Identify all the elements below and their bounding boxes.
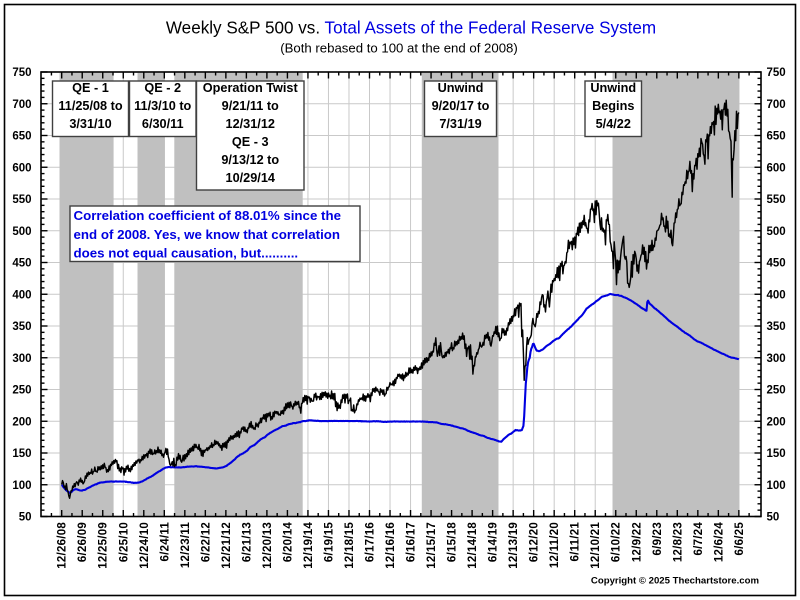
svg-text:200: 200 xyxy=(767,416,786,428)
svg-text:12/31/12: 12/31/12 xyxy=(226,117,275,131)
svg-text:600: 600 xyxy=(767,162,786,174)
svg-text:6/30/11: 6/30/11 xyxy=(142,117,184,131)
svg-text:6/22/12: 6/22/12 xyxy=(200,522,212,562)
svg-text:6/20/14: 6/20/14 xyxy=(282,522,294,562)
svg-text:6/6/25: 6/6/25 xyxy=(734,522,746,556)
svg-text:(Both rebased to 100 at the en: (Both rebased to 100 at the end of 2008) xyxy=(280,41,518,56)
svg-text:700: 700 xyxy=(12,99,31,111)
svg-text:12/13/19: 12/13/19 xyxy=(508,522,520,569)
svg-text:500: 500 xyxy=(12,226,31,238)
svg-text:150: 150 xyxy=(767,448,786,460)
svg-text:300: 300 xyxy=(12,353,31,365)
svg-text:200: 200 xyxy=(12,416,31,428)
svg-text:Operation Twist: Operation Twist xyxy=(203,81,299,95)
svg-text:12/9/22: 12/9/22 xyxy=(631,522,643,562)
svg-text:400: 400 xyxy=(12,289,31,301)
svg-text:Correlation coefficient of 88.: Correlation coefficient of 88.01% since … xyxy=(74,208,342,223)
svg-text:500: 500 xyxy=(767,226,786,238)
svg-text:450: 450 xyxy=(767,258,786,270)
svg-text:12/18/15: 12/18/15 xyxy=(344,522,356,569)
svg-text:QE - 3: QE - 3 xyxy=(232,135,269,149)
svg-text:6/10/22: 6/10/22 xyxy=(611,522,623,562)
svg-text:QE - 2: QE - 2 xyxy=(144,81,181,95)
svg-text:6/19/15: 6/19/15 xyxy=(323,522,335,562)
svg-text:250: 250 xyxy=(767,385,786,397)
svg-text:Weekly S&P 500 vs. Total Asset: Weekly S&P 500 vs. Total Assets of the F… xyxy=(166,19,656,38)
svg-text:650: 650 xyxy=(767,131,786,143)
svg-text:9/13/12 to: 9/13/12 to xyxy=(221,153,279,167)
svg-text:12/14/18: 12/14/18 xyxy=(467,522,479,569)
svg-text:Begins: Begins xyxy=(592,99,634,113)
svg-text:5/4/22: 5/4/22 xyxy=(596,117,631,131)
svg-text:150: 150 xyxy=(12,448,31,460)
svg-text:6/7/24: 6/7/24 xyxy=(693,522,705,556)
svg-text:6/12/20: 6/12/20 xyxy=(529,522,541,562)
svg-text:Copyright © 2025 Thechartstore: Copyright © 2025 Thechartstore.com xyxy=(591,576,759,587)
svg-text:700: 700 xyxy=(767,99,786,111)
svg-text:6/15/18: 6/15/18 xyxy=(447,522,459,562)
svg-text:11/25/08 to: 11/25/08 to xyxy=(58,99,122,113)
svg-text:12/20/13: 12/20/13 xyxy=(262,522,274,569)
svg-text:750: 750 xyxy=(767,67,786,79)
svg-text:650: 650 xyxy=(12,131,31,143)
svg-text:12/24/10: 12/24/10 xyxy=(139,522,151,569)
svg-text:6/9/23: 6/9/23 xyxy=(652,522,664,555)
svg-text:6/17/16: 6/17/16 xyxy=(365,522,377,562)
svg-text:6/11/21: 6/11/21 xyxy=(570,522,582,562)
svg-text:350: 350 xyxy=(12,321,31,333)
svg-text:9/21/11 to: 9/21/11 to xyxy=(222,99,279,113)
svg-text:50: 50 xyxy=(19,512,32,524)
svg-text:does not equal causation, but.: does not equal causation, but.......... xyxy=(74,246,299,261)
svg-text:12/10/21: 12/10/21 xyxy=(590,522,602,569)
svg-text:6/26/09: 6/26/09 xyxy=(77,522,89,562)
svg-text:550: 550 xyxy=(12,194,31,206)
svg-text:50: 50 xyxy=(767,512,780,524)
svg-text:12/25/09: 12/25/09 xyxy=(98,522,110,569)
svg-text:12/23/11: 12/23/11 xyxy=(180,522,192,568)
svg-text:6/21/13: 6/21/13 xyxy=(241,522,253,562)
svg-text:12/6/24: 12/6/24 xyxy=(713,522,725,562)
svg-text:450: 450 xyxy=(12,258,31,270)
svg-text:9/20/17 to: 9/20/17 to xyxy=(432,99,490,113)
svg-text:Unwind: Unwind xyxy=(590,81,636,95)
svg-text:6/14/19: 6/14/19 xyxy=(488,522,500,562)
svg-text:7/31/19: 7/31/19 xyxy=(439,117,481,131)
svg-text:600: 600 xyxy=(12,162,31,174)
svg-text:12/26/08: 12/26/08 xyxy=(57,522,69,569)
svg-text:250: 250 xyxy=(12,385,31,397)
svg-text:6/16/17: 6/16/17 xyxy=(406,522,418,562)
svg-text:12/11/20: 12/11/20 xyxy=(549,522,561,568)
svg-text:6/24/11: 6/24/11 xyxy=(159,522,171,562)
svg-text:QE - 1: QE - 1 xyxy=(72,81,109,95)
svg-text:end of 2008. Yes, we know that: end of 2008. Yes, we know that correlati… xyxy=(74,227,341,242)
svg-text:6/25/10: 6/25/10 xyxy=(118,522,130,562)
svg-text:300: 300 xyxy=(767,353,786,365)
svg-text:12/8/23: 12/8/23 xyxy=(672,522,684,562)
svg-text:12/21/12: 12/21/12 xyxy=(221,522,233,569)
svg-text:12/15/17: 12/15/17 xyxy=(426,522,438,569)
svg-text:11/3/10 to: 11/3/10 to xyxy=(134,99,191,113)
svg-text:10/29/14: 10/29/14 xyxy=(226,171,275,185)
svg-text:400: 400 xyxy=(767,289,786,301)
svg-text:350: 350 xyxy=(767,321,786,333)
svg-text:750: 750 xyxy=(12,67,31,79)
svg-text:550: 550 xyxy=(767,194,786,206)
svg-text:3/31/10: 3/31/10 xyxy=(69,117,111,131)
svg-text:Unwind: Unwind xyxy=(438,81,484,95)
svg-text:12/16/16: 12/16/16 xyxy=(385,522,397,569)
svg-text:12/19/14: 12/19/14 xyxy=(303,522,315,569)
svg-text:100: 100 xyxy=(767,480,786,492)
svg-text:100: 100 xyxy=(12,480,31,492)
